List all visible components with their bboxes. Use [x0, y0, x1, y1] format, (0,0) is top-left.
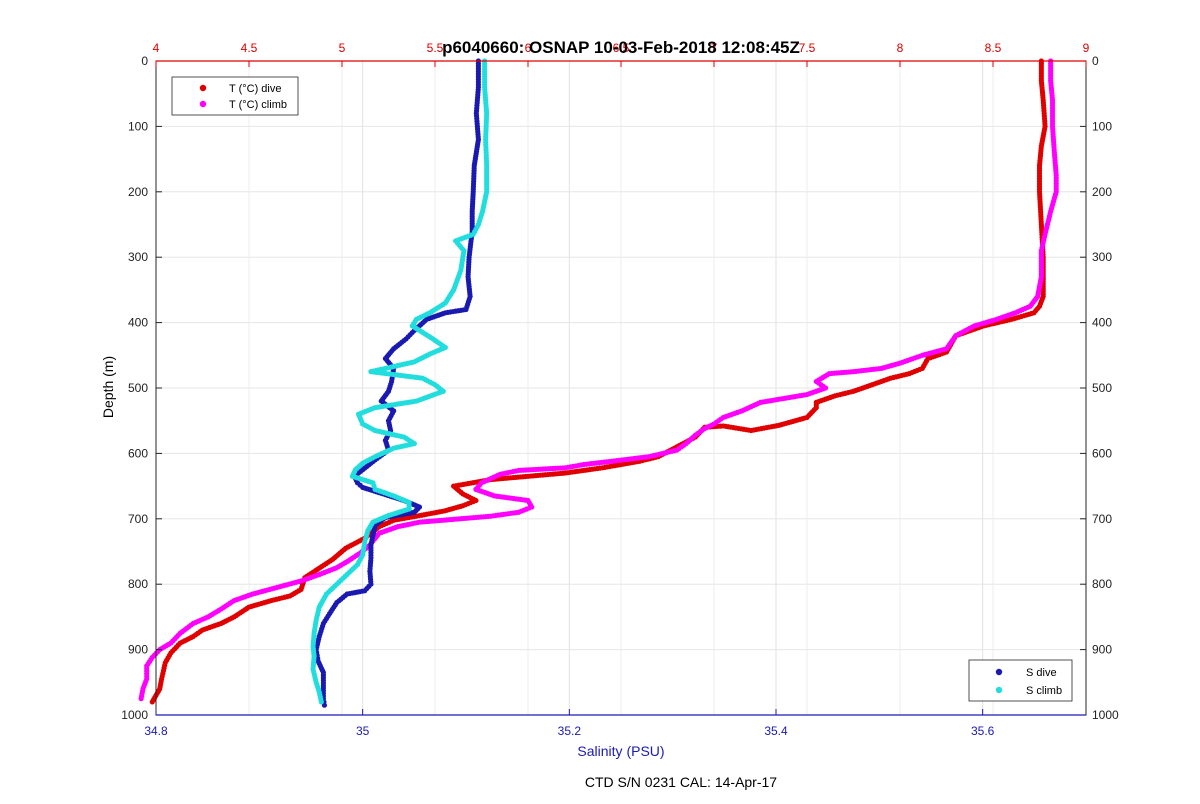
legend-salinity: S dive S climb: [968, 659, 1073, 702]
y-tick-label-left: 200: [128, 185, 148, 199]
series-s-climb: [310, 58, 490, 705]
y-tick-label-left: 700: [128, 512, 148, 526]
y-tick-label-left: 600: [128, 446, 148, 460]
legend-marker-s-dive: [995, 668, 1003, 676]
y-tick-label-left: 900: [128, 643, 148, 657]
legend-temperature: T (°C) dive T (°C) climb: [171, 76, 299, 116]
x-top-tick-label: 5.5: [427, 41, 444, 55]
y-tick-label-right: 0: [1092, 54, 1099, 68]
x-top-tick-label: 4.5: [241, 41, 258, 55]
y-axis-label: Depth (m): [100, 356, 116, 418]
x-top-tick-label: 8: [897, 41, 904, 55]
y-tick-label-right: 200: [1092, 185, 1112, 199]
legend-marker-t-dive: [199, 84, 207, 92]
x-bottom-tick-label: 35.6: [971, 724, 995, 738]
y-tick-label-right: 1000: [1092, 708, 1119, 722]
y-tick-label-left: 1000: [121, 708, 148, 722]
x-top-tick-label: 7: [711, 41, 718, 55]
y-tick-label-right: 700: [1092, 512, 1112, 526]
legend-label-s-dive: S dive: [1026, 667, 1057, 679]
x-bottom-tick-label: 35.2: [558, 724, 582, 738]
legend-marker-s-climb: [995, 686, 1003, 694]
y-tick-label-left: 500: [128, 381, 148, 395]
legend-marker-t-climb: [199, 100, 207, 108]
x-bottom-tick-label: 35.4: [764, 724, 788, 738]
y-tick-label-left: 0: [141, 54, 148, 68]
y-tick-label-right: 800: [1092, 577, 1112, 591]
legend-label-t-climb: T (°C) climb: [229, 99, 287, 111]
legend-label-s-climb: S climb: [1026, 685, 1062, 697]
y-tick-label-right: 400: [1092, 316, 1112, 330]
chart-title: p6040660: OSNAP 10-03-Feb-2018 12:08:45Z: [442, 38, 800, 57]
x-top-tick-label: 8.5: [985, 41, 1002, 55]
x-top-tick-label: 6.5: [613, 41, 630, 55]
data-point: [321, 702, 328, 708]
footer-caption: CTD S/N 0231 CAL: 14-Apr-17: [585, 774, 777, 790]
data-point: [318, 699, 324, 705]
y-tick-label-left: 100: [128, 119, 148, 133]
series-t-c-climb: [138, 58, 1059, 702]
y-tick-label-right: 500: [1092, 381, 1112, 395]
y-tick-label-right: 600: [1092, 446, 1112, 460]
x-axis-label-bottom: Salinity (PSU): [577, 743, 664, 759]
x-top-tick-label: 4: [153, 41, 160, 55]
y-tick-label-left: 300: [128, 250, 148, 264]
data-point: [138, 696, 144, 702]
y-tick-label-left: 800: [128, 577, 148, 591]
y-tick-label-right: 300: [1092, 250, 1112, 264]
legend-label-t-dive: T (°C) dive: [229, 83, 281, 95]
x-top-tick-label: 5: [339, 41, 346, 55]
data-points: [138, 58, 1059, 708]
x-top-tick-label: 7.5: [799, 41, 816, 55]
x-bottom-tick-label: 34.8: [144, 724, 168, 738]
axes: 0 0 100 100 200 200 300 300 400 400 500 500 600 600 70…: [121, 41, 1119, 738]
x-top-tick-label: 6: [525, 41, 532, 55]
data-point: [149, 699, 155, 705]
x-bottom-tick-label: 35: [356, 724, 370, 738]
y-tick-label-left: 400: [128, 316, 148, 330]
y-tick-label-right: 900: [1092, 643, 1112, 657]
y-tick-label-right: 100: [1092, 119, 1112, 133]
x-top-tick-label: 9: [1083, 41, 1090, 55]
